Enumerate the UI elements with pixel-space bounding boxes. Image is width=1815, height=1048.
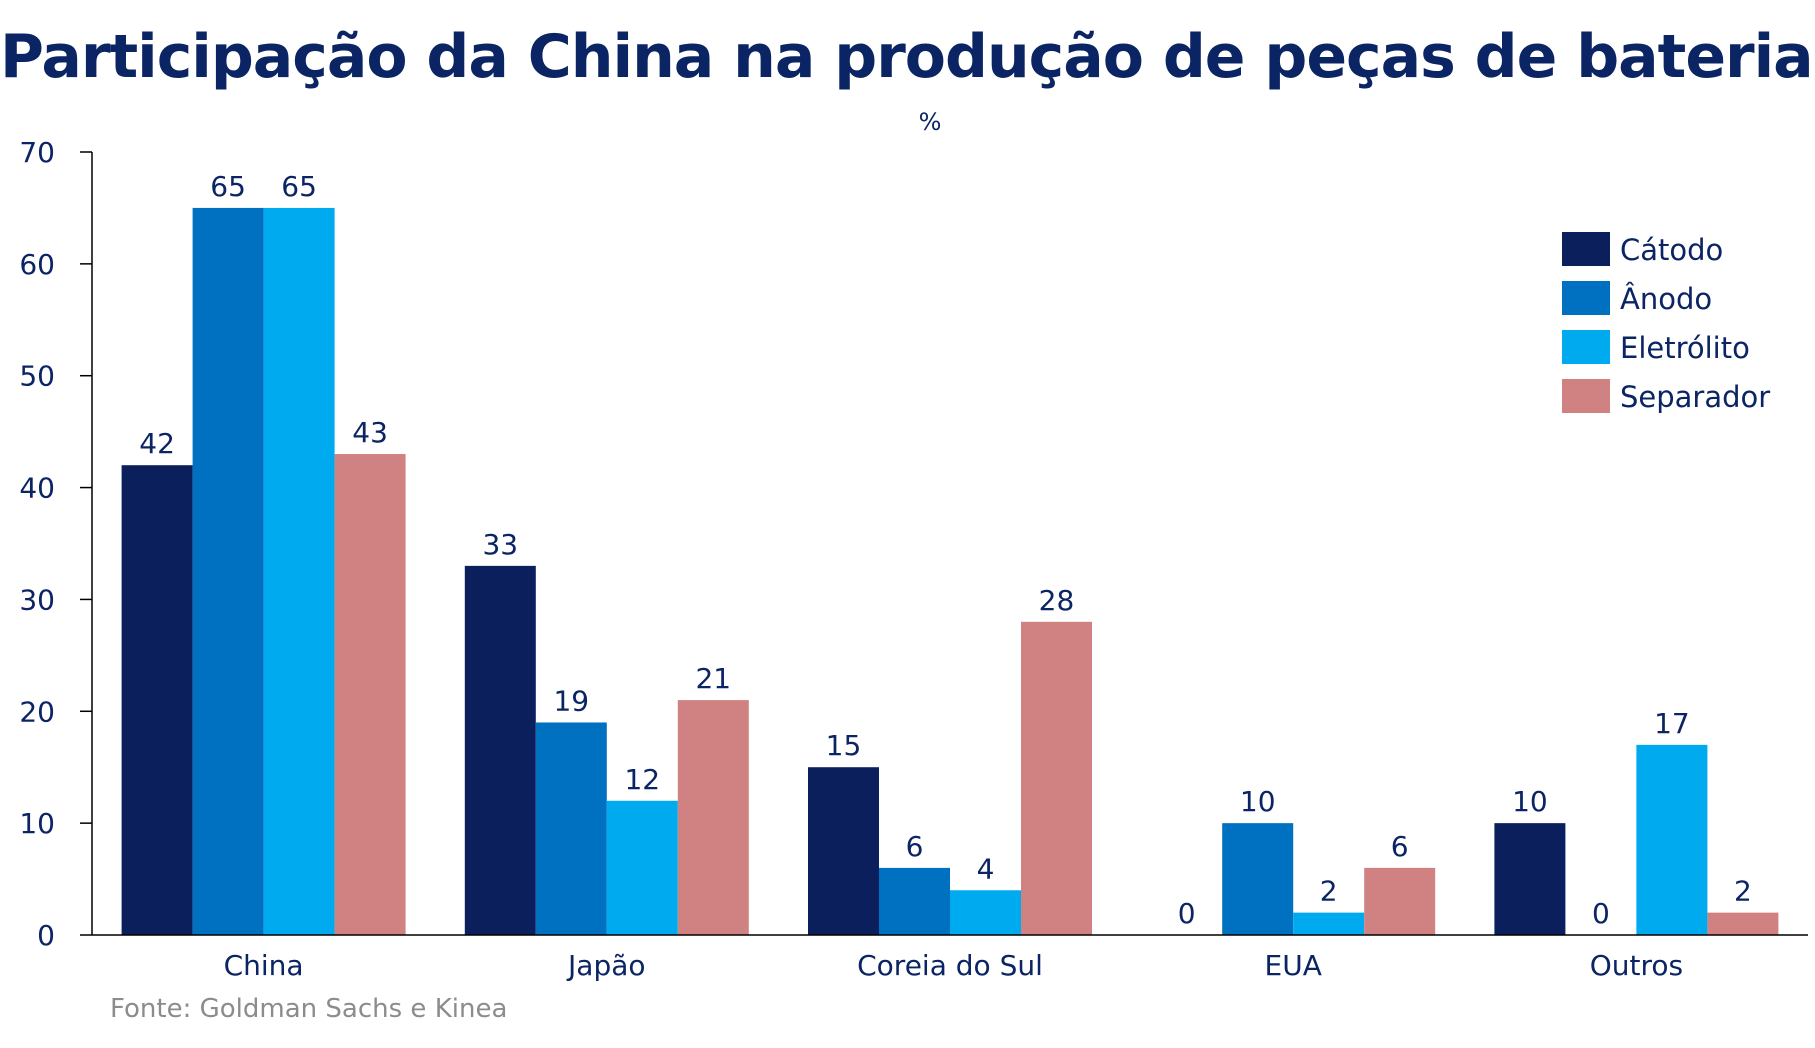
bar [334, 454, 406, 935]
legend-label: Eletrólito [1620, 331, 1750, 365]
bar [1364, 867, 1436, 935]
bar [677, 700, 749, 935]
bars [121, 207, 1779, 935]
data-label: 21 [695, 662, 731, 695]
y-tick-label: 10 [19, 807, 55, 840]
x-category-label: Outros [1590, 949, 1683, 982]
y-tick-label: 60 [19, 248, 55, 281]
data-label: 4 [977, 852, 995, 885]
bar [606, 800, 678, 935]
legend-label: Ânodo [1620, 282, 1712, 316]
legend-swatch [1562, 232, 1610, 266]
y-tick-label: 70 [19, 136, 55, 169]
data-label: 19 [553, 684, 589, 717]
y-tick-label: 20 [19, 695, 55, 728]
legend: Cátodo Ânodo Eletrólito Separador [1562, 232, 1770, 414]
x-category-label: EUA [1265, 949, 1322, 982]
bar [1494, 823, 1566, 935]
bar [263, 207, 335, 935]
x-category-label: Coreia do Sul [857, 949, 1043, 982]
bar [192, 207, 264, 935]
bar [535, 722, 607, 935]
data-label: 0 [1178, 897, 1196, 930]
y-axis: 0 10 20 30 40 50 60 70 [19, 136, 93, 952]
x-axis: China Japão Coreia do Sul EUA Outros [92, 934, 1808, 982]
data-label: 2 [1320, 875, 1338, 908]
bar [1636, 744, 1708, 935]
data-label: 28 [1039, 584, 1075, 617]
chart-subtitle: % [918, 108, 942, 136]
data-label: 2 [1734, 875, 1752, 908]
y-tick-label: 0 [37, 919, 55, 952]
bar [1293, 912, 1365, 935]
bar [808, 767, 879, 935]
x-category-label: China [224, 949, 304, 982]
bar [464, 565, 536, 935]
bar [1021, 621, 1092, 935]
data-labels: 42 65 65 43 33 19 12 21 15 6 4 28 0 10 2 6 10 0 17 2 [139, 170, 1752, 930]
data-label: 10 [1512, 785, 1548, 818]
data-label: 65 [281, 170, 317, 203]
bar [950, 890, 1021, 935]
data-label: 12 [624, 763, 660, 796]
y-tick-label: 50 [19, 360, 55, 393]
bar [121, 465, 193, 935]
data-label: 42 [139, 427, 175, 460]
data-label: 33 [482, 528, 518, 561]
legend-label: Cátodo [1620, 233, 1723, 267]
data-label: 6 [906, 830, 924, 863]
data-label: 0 [1592, 897, 1610, 930]
data-label: 43 [352, 416, 388, 449]
data-label: 65 [210, 170, 246, 203]
chart-title: Participação da China na produção de peç… [0, 22, 1815, 92]
bar [1222, 823, 1294, 935]
y-tick-label: 40 [19, 472, 55, 505]
legend-swatch [1562, 379, 1610, 413]
source-note: Fonte: Goldman Sachs e Kinea [110, 994, 508, 1024]
legend-swatch [1562, 330, 1610, 364]
data-label: 6 [1391, 830, 1409, 863]
y-tick-label: 30 [19, 583, 55, 616]
legend-label: Separador [1620, 380, 1770, 414]
data-label: 10 [1240, 785, 1276, 818]
bar [879, 867, 950, 935]
data-label: 17 [1654, 707, 1690, 740]
bar [1707, 912, 1779, 935]
data-label: 15 [826, 729, 862, 762]
x-category-label: Japão [566, 949, 645, 982]
legend-swatch [1562, 281, 1610, 315]
